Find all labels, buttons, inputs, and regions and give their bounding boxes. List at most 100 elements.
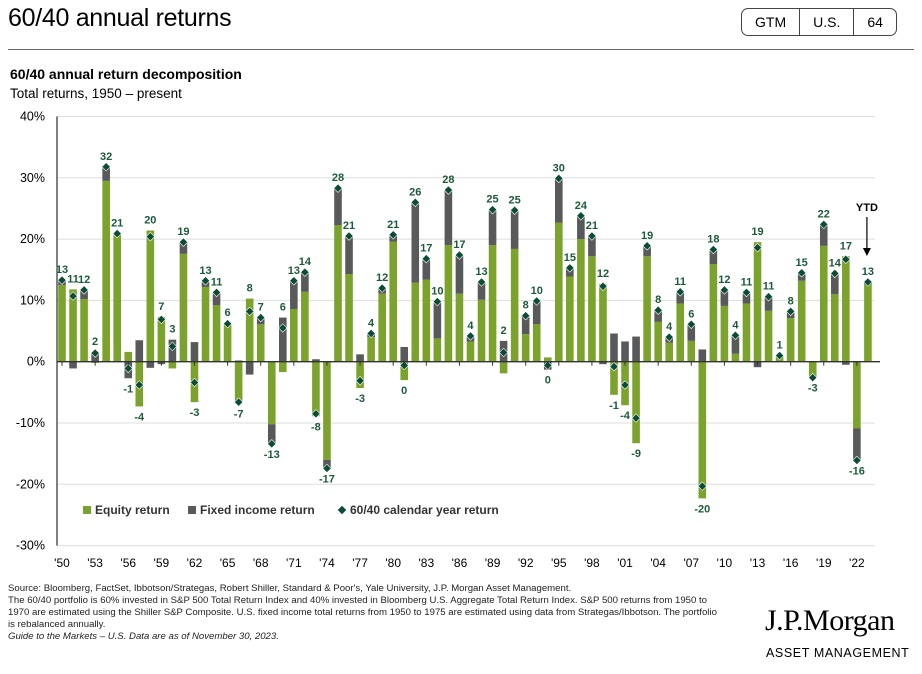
fixed-income-bar xyxy=(455,255,464,294)
footnotes: Source: Bloomberg, FactSet, Ibbotson/Str… xyxy=(8,583,723,643)
data-label: -20 xyxy=(694,503,710,515)
total-return-marker xyxy=(311,409,321,419)
equity-bar xyxy=(588,256,596,362)
x-tick-label: '86 xyxy=(452,556,468,570)
equity-bar xyxy=(80,299,88,362)
x-tick-label: '01 xyxy=(617,556,633,570)
data-label: 0 xyxy=(401,385,407,397)
total-return-marker xyxy=(388,230,398,240)
equity-bar xyxy=(532,324,541,362)
x-tick-label: '71 xyxy=(286,556,302,570)
total-return-marker xyxy=(565,263,575,273)
fixed-income-bar xyxy=(521,315,530,335)
total-return-marker xyxy=(509,205,520,215)
x-tick-label: '16 xyxy=(783,556,799,570)
data-label: 8 xyxy=(523,300,529,312)
equity-bar xyxy=(113,234,121,362)
x-tick-label: '22 xyxy=(849,556,865,570)
fixed-income-bar xyxy=(654,310,662,322)
data-label: 4 xyxy=(666,321,673,333)
equity-bar xyxy=(786,318,795,362)
equity-bar xyxy=(212,305,221,362)
data-label: 15 xyxy=(796,257,808,269)
total-return-marker xyxy=(267,439,277,449)
y-tick-label: -30% xyxy=(16,539,45,553)
equity-bar xyxy=(58,285,66,362)
header-divider xyxy=(8,49,914,50)
data-label: 2 xyxy=(92,336,98,348)
fixed-income-bar xyxy=(135,340,144,362)
total-return-marker xyxy=(256,312,266,323)
data-label: 17 xyxy=(840,240,852,252)
fixed-income-bar xyxy=(334,188,342,226)
total-return-marker xyxy=(785,306,796,317)
equity-bar xyxy=(676,303,685,362)
data-label: 13 xyxy=(288,265,300,277)
fixed-income-bar xyxy=(621,341,629,362)
data-label: 24 xyxy=(575,200,588,212)
fixed-income-bar xyxy=(267,424,276,444)
total-return-marker xyxy=(653,305,663,315)
equity-bar xyxy=(455,293,464,362)
data-label: 3 xyxy=(169,324,175,336)
equity-bar xyxy=(731,353,740,362)
data-label: 13 xyxy=(475,266,487,278)
x-tick-label: '92 xyxy=(518,556,534,570)
x-tick-label: '56 xyxy=(120,556,136,570)
equity-bar xyxy=(808,361,817,378)
data-label: 14 xyxy=(829,257,842,269)
x-tick-label: '65 xyxy=(220,556,236,570)
data-label: 0 xyxy=(545,375,551,387)
equity-bar xyxy=(223,323,232,362)
gtm-badges: GTM U.S. 64 xyxy=(741,8,897,36)
equity-bar xyxy=(764,310,773,362)
equity-bar xyxy=(864,284,872,362)
total-return-marker xyxy=(620,380,630,390)
data-label: 11 xyxy=(763,281,775,293)
equity-bar xyxy=(201,286,210,362)
data-label: -4 xyxy=(134,411,145,423)
fixed-income-bar xyxy=(610,333,618,362)
equity-bar xyxy=(709,264,718,362)
fixed-income-bar xyxy=(831,273,839,295)
total-return-marker xyxy=(333,183,343,193)
total-return-marker xyxy=(278,323,288,333)
data-label: 12 xyxy=(376,272,388,284)
total-return-marker xyxy=(101,162,111,172)
x-tick-label: '98 xyxy=(584,556,600,570)
total-return-marker xyxy=(245,306,255,317)
fixed-income-bar xyxy=(698,349,707,362)
data-label: 17 xyxy=(453,239,465,251)
equity-bar xyxy=(610,361,618,395)
equity-bar xyxy=(566,276,574,362)
equity-bar xyxy=(488,245,497,362)
data-label: 6 xyxy=(688,308,694,320)
equity-bar xyxy=(831,294,839,362)
equity-bar xyxy=(312,361,320,417)
total-return-marker xyxy=(167,341,178,352)
equity-bar xyxy=(124,351,133,362)
equity-bar xyxy=(632,361,640,444)
total-return-marker xyxy=(410,197,420,207)
equity-bar xyxy=(267,361,276,425)
total-return-marker xyxy=(487,205,498,215)
legend-total-label: 60/40 calendar year return xyxy=(350,503,499,517)
data-label: -7 xyxy=(234,408,244,420)
fixed-income-bar xyxy=(676,291,685,304)
total-return-marker xyxy=(631,413,641,423)
x-tick-label: '13 xyxy=(750,556,766,570)
y-tick-label: 40% xyxy=(20,110,45,124)
fixed-income-bar xyxy=(532,301,541,325)
data-label: 11 xyxy=(674,276,686,288)
data-label: 12 xyxy=(718,274,730,286)
total-return-marker xyxy=(123,363,133,374)
total-return-marker xyxy=(852,455,862,466)
data-label: -16 xyxy=(849,465,865,477)
fixed-income-bar xyxy=(301,272,309,292)
equity-bar xyxy=(69,289,77,362)
total-return-marker xyxy=(289,276,299,286)
fixed-income-bar xyxy=(643,245,651,257)
data-label: 20 xyxy=(144,215,156,227)
equity-bar xyxy=(466,341,475,362)
data-label: 4 xyxy=(467,320,474,332)
